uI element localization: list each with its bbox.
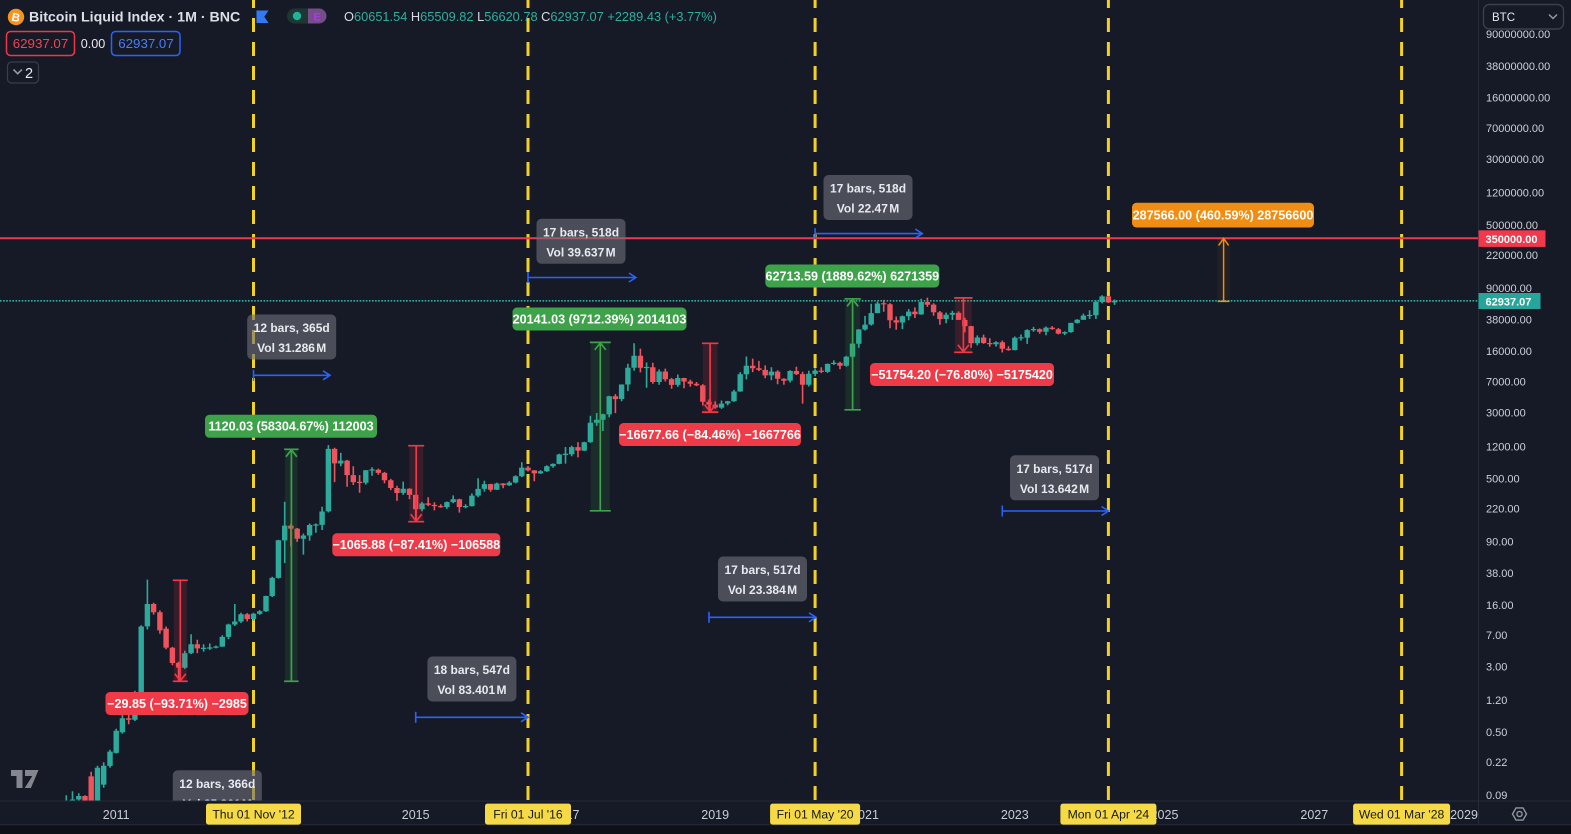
svg-text:62937.07: 62937.07 <box>118 36 173 51</box>
svg-text:7000000.00: 7000000.00 <box>1486 123 1544 135</box>
svg-text:3000000.00: 3000000.00 <box>1486 154 1544 166</box>
svg-text:17 bars, 518d: 17 bars, 518d <box>830 182 906 196</box>
svg-text:16000000.00: 16000000.00 <box>1486 93 1550 105</box>
svg-text:Bitcoin Liquid Index · 1M · BN: Bitcoin Liquid Index · 1M · BNC <box>29 10 240 26</box>
svg-text:12 bars, 365d: 12 bars, 365d <box>254 321 330 335</box>
svg-text:−16677.66 (−84.46%) −1667766: −16677.66 (−84.46%) −1667766 <box>619 428 801 442</box>
svg-text:7000.00: 7000.00 <box>1486 377 1526 389</box>
svg-text:−29.85 (−93.71%) −2985: −29.85 (−93.71%) −2985 <box>107 697 247 711</box>
svg-text:38000.00: 38000.00 <box>1486 314 1532 326</box>
svg-text:0.09: 0.09 <box>1486 790 1507 802</box>
svg-text:18 bars, 547d: 18 bars, 547d <box>434 663 510 677</box>
svg-text:Vol 25.261M: Vol 25.261M <box>183 797 252 811</box>
svg-text:16000.00: 16000.00 <box>1486 346 1532 358</box>
svg-text:Fri 01 Jul '16: Fri 01 Jul '16 <box>493 808 563 822</box>
svg-text:287566.00 (460.59%) 28756600: 287566.00 (460.59%) 28756600 <box>1133 209 1314 223</box>
svg-text:2011: 2011 <box>103 808 130 822</box>
svg-text:500000.00: 500000.00 <box>1486 220 1538 232</box>
svg-text:17 bars, 517d: 17 bars, 517d <box>1016 462 1092 476</box>
svg-text:Vol 23.384M: Vol 23.384M <box>728 583 797 597</box>
svg-text:62937.07: 62937.07 <box>1486 296 1532 308</box>
svg-text:O60651.54 H65509.82 L56620.78: O60651.54 H65509.82 L56620.78 C62937.07 … <box>344 9 717 24</box>
svg-text:3000.00: 3000.00 <box>1486 408 1526 420</box>
svg-text:0.50: 0.50 <box>1486 727 1507 739</box>
svg-text:90.00: 90.00 <box>1486 536 1514 548</box>
svg-text:1200000.00: 1200000.00 <box>1486 188 1544 200</box>
svg-text:0.22: 0.22 <box>1486 757 1507 769</box>
svg-text:2027: 2027 <box>1300 808 1328 822</box>
svg-text:62937.07: 62937.07 <box>13 36 68 51</box>
svg-text:38000000.00: 38000000.00 <box>1486 61 1550 73</box>
svg-text:16.00: 16.00 <box>1486 600 1514 612</box>
svg-text:90000.00: 90000.00 <box>1486 283 1532 295</box>
svg-text:1200.00: 1200.00 <box>1486 441 1526 453</box>
svg-text:17 bars, 518d: 17 bars, 518d <box>543 225 619 239</box>
svg-text:3.00: 3.00 <box>1486 661 1507 673</box>
svg-text:Vol 83.401M: Vol 83.401M <box>437 683 506 697</box>
svg-text:2025: 2025 <box>1151 808 1179 822</box>
svg-text:2023: 2023 <box>1001 808 1029 822</box>
svg-text:2015: 2015 <box>402 808 430 822</box>
svg-text:−51754.20 (−76.80%) −5175420: −51754.20 (−76.80%) −5175420 <box>871 368 1053 382</box>
svg-text:Vol 22.47M: Vol 22.47M <box>837 202 899 216</box>
svg-text:350000.00: 350000.00 <box>1486 234 1538 246</box>
svg-text:220000.00: 220000.00 <box>1486 250 1538 262</box>
svg-text:B: B <box>10 12 21 25</box>
svg-text:62713.59 (1889.62%) 6271359: 62713.59 (1889.62%) 6271359 <box>765 269 939 283</box>
svg-text:E: E <box>313 11 320 23</box>
svg-text:BTC: BTC <box>1492 12 1515 24</box>
svg-text:12 bars, 366d: 12 bars, 366d <box>179 777 255 791</box>
svg-text:Fri 01 May '20: Fri 01 May '20 <box>777 808 854 822</box>
svg-text:500.00: 500.00 <box>1486 474 1520 486</box>
svg-text:20141.03 (9712.39%) 2014103: 20141.03 (9712.39%) 2014103 <box>513 312 687 326</box>
svg-text:7.00: 7.00 <box>1486 630 1507 642</box>
svg-text:2: 2 <box>25 66 33 82</box>
svg-text:1.20: 1.20 <box>1486 695 1507 707</box>
svg-text:1120.03 (58304.67%) 112003: 1120.03 (58304.67%) 112003 <box>208 420 373 434</box>
svg-text:Wed 01 Mar '28: Wed 01 Mar '28 <box>1359 808 1445 822</box>
svg-text:Vol 13.642M: Vol 13.642M <box>1020 482 1089 496</box>
svg-text:2019: 2019 <box>701 808 729 822</box>
svg-text:220.00: 220.00 <box>1486 504 1520 516</box>
svg-text:38.00: 38.00 <box>1486 568 1514 580</box>
svg-text:−1065.88 (−87.41%) −106588: −1065.88 (−87.41%) −106588 <box>332 538 500 552</box>
svg-text:Mon 01 Apr '24: Mon 01 Apr '24 <box>1068 808 1150 822</box>
svg-text:2029: 2029 <box>1450 808 1478 822</box>
svg-text:Vol 39.637M: Vol 39.637M <box>546 245 615 259</box>
svg-text:17 bars, 517d: 17 bars, 517d <box>724 563 800 577</box>
svg-text:90000000.00: 90000000.00 <box>1486 29 1550 41</box>
svg-text:Thu 01 Nov '12: Thu 01 Nov '12 <box>212 808 294 822</box>
svg-text:Vol 31.286M: Vol 31.286M <box>257 341 326 355</box>
svg-text:0.00: 0.00 <box>81 37 106 51</box>
